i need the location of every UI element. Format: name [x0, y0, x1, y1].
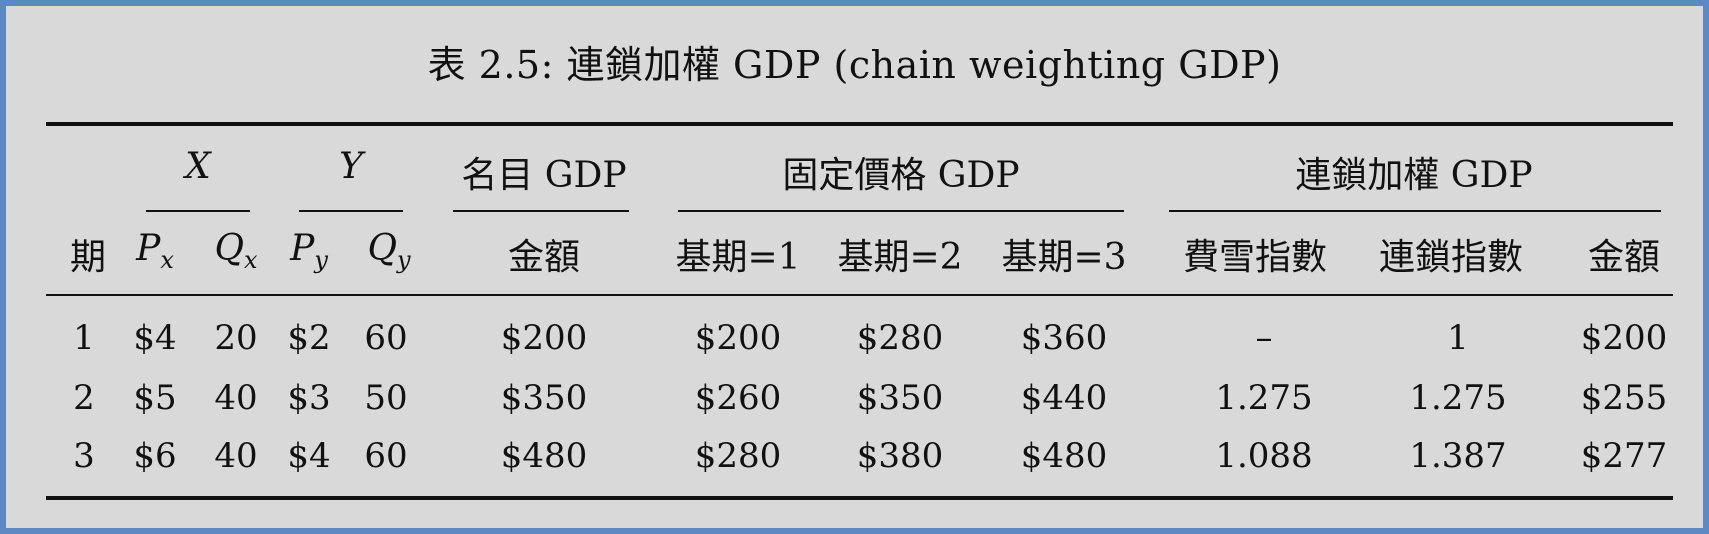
- row1-base1: $200: [694, 318, 782, 358]
- row3-base1: $280: [694, 436, 782, 476]
- row2-amount: $255: [1580, 378, 1668, 418]
- bottom-rule: [46, 496, 1673, 500]
- subheader-px: Px: [136, 228, 174, 275]
- row3-fisher: 1.088: [1215, 436, 1313, 476]
- row3-base2: $380: [856, 436, 944, 476]
- top-rule: [46, 122, 1673, 126]
- row1-base3: $360: [1020, 318, 1108, 358]
- header-rule: [46, 294, 1673, 296]
- row2-base3: $440: [1020, 378, 1108, 418]
- underline-fixed: [678, 210, 1124, 212]
- header-x: X: [185, 146, 211, 187]
- row1-amount: $200: [1580, 318, 1668, 358]
- subheader-fisher-index: 費雪指數: [1182, 237, 1328, 278]
- row3-qy: 60: [364, 436, 408, 476]
- header-y: Y: [339, 146, 363, 187]
- subheader-chain-amount: 金額: [1587, 237, 1661, 278]
- row1-qx: 20: [214, 318, 258, 358]
- subheader-base3: 基期=3: [1001, 237, 1127, 278]
- row3-amount: $277: [1580, 436, 1668, 476]
- underline-x: [146, 210, 250, 212]
- subheader-base1: 基期=1: [675, 237, 801, 278]
- row1-nominal: $200: [500, 318, 588, 358]
- row2-chain-index: 1.275: [1409, 378, 1507, 418]
- subheader-qy: Qy: [367, 228, 411, 275]
- subheader-qx: Qx: [214, 228, 258, 275]
- header-chain-weighted-gdp: 連鎖加權 GDP: [1295, 155, 1533, 196]
- row2-base2: $350: [856, 378, 944, 418]
- row3-period: 3: [73, 436, 95, 476]
- row3-qx: 40: [214, 436, 258, 476]
- row1-period: 1: [73, 318, 95, 358]
- row1-px: $4: [133, 318, 177, 358]
- row2-py: $3: [287, 378, 331, 418]
- row2-qy: 50: [364, 378, 408, 418]
- underline-y: [299, 210, 403, 212]
- row3-base3: $480: [1020, 436, 1108, 476]
- row2-base1: $260: [694, 378, 782, 418]
- header-fixed-price-gdp: 固定價格 GDP: [782, 155, 1020, 196]
- header-nominal-gdp: 名目 GDP: [461, 155, 627, 196]
- subheader-py: Py: [290, 228, 328, 275]
- subheader-nominal-amount: 金額: [507, 237, 581, 278]
- row1-chain-index: 1: [1447, 318, 1469, 358]
- row3-chain-index: 1.387: [1409, 436, 1507, 476]
- subheader-period: 期: [69, 237, 107, 278]
- underline-nominal: [453, 210, 629, 212]
- row2-period: 2: [73, 378, 95, 418]
- row1-fisher: –: [1255, 318, 1273, 358]
- table-caption: 表 2.5: 連鎖加權 GDP (chain weighting GDP): [427, 43, 1282, 87]
- row2-px: $5: [133, 378, 177, 418]
- subheader-chain-index: 連鎖指數: [1378, 237, 1524, 278]
- row2-nominal: $350: [500, 378, 588, 418]
- row1-qy: 60: [364, 318, 408, 358]
- row1-py: $2: [287, 318, 331, 358]
- underline-chain: [1169, 210, 1661, 212]
- row3-nominal: $480: [500, 436, 588, 476]
- row1-base2: $280: [856, 318, 944, 358]
- row2-qx: 40: [214, 378, 258, 418]
- row3-py: $4: [287, 436, 331, 476]
- row2-fisher: 1.275: [1215, 378, 1313, 418]
- subheader-base2: 基期=2: [837, 237, 963, 278]
- row3-px: $6: [133, 436, 177, 476]
